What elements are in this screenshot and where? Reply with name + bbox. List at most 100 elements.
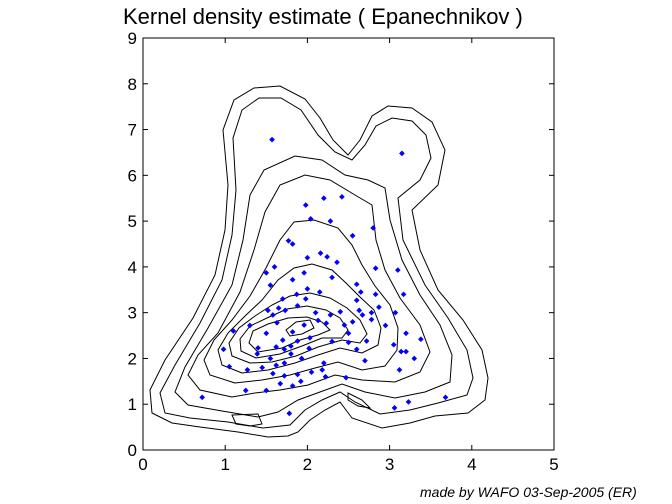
data-point: [267, 355, 274, 362]
data-point: [353, 281, 360, 288]
contour-lower-right-loop: [347, 392, 372, 409]
data-point: [281, 360, 288, 366]
data-point: [306, 345, 312, 352]
data-point: [242, 387, 249, 394]
data-point: [319, 367, 326, 373]
data-point: [288, 343, 294, 349]
data-point: [353, 297, 360, 304]
data-point: [358, 289, 364, 295]
x-tick-label: 2: [303, 455, 312, 474]
data-point: [288, 351, 294, 357]
data-point: [370, 225, 376, 231]
y-tick-label: 0: [128, 441, 137, 460]
data-point: [403, 348, 409, 355]
data-point: [308, 369, 315, 376]
y-tick-label: 8: [128, 75, 137, 94]
data-point: [265, 307, 271, 314]
data-point: [259, 364, 266, 371]
contour-level-1: [149, 85, 489, 438]
data-point: [323, 320, 330, 327]
data-point: [442, 394, 449, 401]
data-point: [327, 312, 334, 318]
data-point: [391, 405, 398, 411]
contour-level-6: [217, 263, 382, 374]
contour-level-3: [174, 155, 453, 418]
data-point: [315, 317, 321, 324]
data-point: [368, 316, 375, 323]
data-point: [263, 270, 270, 276]
data-point: [297, 378, 304, 385]
data-point: [273, 344, 279, 350]
y-tick-label: 1: [128, 395, 137, 414]
data-point: [316, 289, 323, 295]
y-tick-label: 9: [128, 29, 137, 48]
data-point: [337, 308, 344, 315]
data-point: [327, 218, 334, 224]
data-point: [396, 367, 403, 373]
x-tick-label: 5: [549, 455, 558, 474]
contour-level-2: [159, 97, 474, 429]
data-point: [359, 312, 366, 318]
data-point: [255, 345, 261, 351]
data-point: [275, 305, 282, 311]
data-point: [399, 150, 405, 157]
contour-lines: [149, 85, 489, 438]
chart-title: Kernel density estimate ( Epanechnikov ): [123, 4, 523, 29]
data-point: [349, 318, 356, 325]
data-point: [356, 307, 363, 314]
data-point: [226, 363, 233, 370]
contour-level-5: [203, 219, 399, 384]
data-point: [271, 264, 278, 270]
plot-frame: [142, 37, 555, 451]
data-point: [263, 387, 270, 394]
data-point: [302, 296, 309, 302]
data-point: [301, 322, 307, 328]
data-point: [307, 335, 313, 341]
y-tick-label: 3: [128, 304, 137, 323]
data-point: [339, 194, 345, 200]
data-point: [289, 241, 296, 247]
data-point: [405, 399, 412, 405]
data-point: [282, 307, 289, 314]
data-point: [334, 259, 340, 266]
data-point: [277, 380, 284, 387]
data-point: [329, 338, 335, 345]
data-point: [285, 237, 292, 244]
data-point: [294, 371, 301, 378]
data-point: [304, 254, 311, 261]
data-point: [376, 304, 382, 311]
data-point: [302, 202, 309, 208]
data-point: [382, 322, 389, 329]
data-point: [372, 291, 379, 298]
data-point: [263, 330, 270, 337]
data-point: [418, 336, 424, 343]
data-point: [411, 355, 418, 362]
data-point: [279, 337, 286, 343]
data-point: [289, 383, 296, 389]
y-tick-label: 5: [128, 212, 137, 231]
y-tick-label: 7: [128, 121, 137, 140]
data-point: [220, 346, 227, 353]
data-point: [324, 253, 330, 260]
data-point: [279, 296, 286, 302]
data-point: [403, 330, 409, 337]
data-point: [289, 276, 296, 283]
data-point: [343, 374, 349, 381]
data-point: [304, 286, 311, 292]
contour-level-4: [187, 174, 431, 398]
data-point: [400, 291, 407, 298]
data-points: [199, 136, 449, 417]
data-point: [317, 250, 324, 256]
data-point: [301, 270, 307, 276]
data-point: [294, 338, 301, 344]
data-point: [392, 309, 399, 316]
data-point: [270, 370, 276, 377]
x-tick-label: 4: [467, 455, 476, 474]
data-point: [269, 136, 275, 143]
data-point: [286, 410, 293, 417]
contour-lower-left-loop: [231, 413, 263, 427]
y-tick-label: 6: [128, 166, 137, 185]
data-point: [329, 274, 335, 281]
data-point: [353, 346, 360, 353]
